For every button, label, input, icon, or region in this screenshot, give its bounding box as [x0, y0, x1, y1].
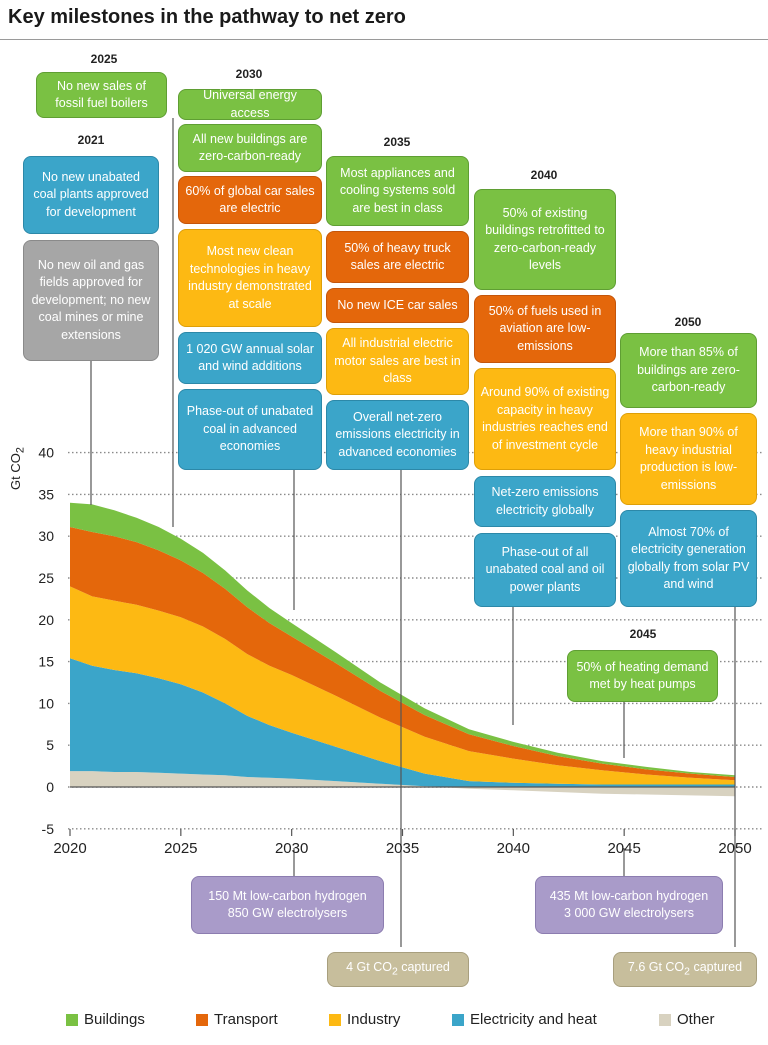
ccs-2035-text: 4 Gt CO2 captured	[346, 959, 450, 978]
year-heading-2025: 2025	[90, 52, 118, 66]
year-heading-2030: 2030	[235, 67, 263, 81]
legend-swatch-other	[659, 1013, 671, 1026]
legend-item-transport: Transport	[196, 1011, 278, 1028]
hydrogen-2050-line1: 435 Mt low-carbon hydrogen	[549, 888, 709, 903]
milestone-existing-buildings: 50% of existing buildings retrofitted to…	[474, 189, 616, 290]
ccs-2050-text: 7.6 Gt CO2 captured	[627, 959, 743, 978]
year-heading-2035: 2035	[383, 135, 411, 149]
milestone-netzero-elec-advanced: Overall net-zero emissions electricity i…	[326, 400, 469, 470]
x-tick-label-4: 2040	[497, 840, 530, 857]
y-tick-label-3: 25	[38, 570, 54, 586]
milestone-buildings-85: More than 85% of buildings are zero-carb…	[620, 333, 757, 408]
area-electricity-and-heat	[70, 658, 735, 787]
year-heading-2045: 2045	[629, 627, 657, 641]
milestone-oil-gas: No new oil and gas fields approved for d…	[23, 240, 159, 361]
area-industry	[70, 586, 735, 785]
milestone-appliances: Most appliances and cooling systems sold…	[326, 156, 469, 226]
milestone-heavy-capacity: Around 90% of existing capacity in heavy…	[474, 368, 616, 470]
x-tick-label-1: 2025	[164, 840, 197, 857]
milestone-clean-tech: Most new clean technologies in heavy ind…	[178, 229, 322, 327]
hydrogen-2030: 150 Mt low-carbon hydrogen 850 GW electr…	[191, 876, 384, 934]
milestone-aviation: 50% of fuels used in aviation are low-em…	[474, 295, 616, 363]
x-tick-label-6: 2050	[718, 840, 751, 857]
legend-item-electricity: Electricity and heat	[452, 1011, 597, 1028]
milestone-motor-sales: All industrial electric motor sales are …	[326, 328, 469, 395]
milestone-no-ice: No new ICE car sales	[326, 288, 469, 323]
y-tick-label-0: 40	[38, 445, 54, 461]
milestone-coal-plants: No new unabated coal plants approved for…	[23, 156, 159, 234]
area-buildings	[70, 502, 735, 777]
y-tick-label-9: -5	[42, 821, 55, 837]
x-tick-label-0: 2020	[53, 840, 86, 857]
hydrogen-2050-line2: 3 000 GW electrolysers	[564, 906, 694, 920]
milestone-fossil-boilers: No new sales of fossil fuel boilers	[36, 72, 167, 118]
y-tick-label-7: 5	[46, 737, 54, 753]
year-heading-2050: 2050	[674, 315, 702, 329]
legend-label-transport: Transport	[214, 1011, 278, 1028]
ccs-2035: 4 Gt CO2 captured	[327, 952, 469, 987]
x-tick-label-2: 2030	[275, 840, 308, 857]
milestone-car-sales: 60% of global car sales are electric	[178, 176, 322, 224]
milestone-heavy-90: More than 90% of heavy industrial produc…	[620, 413, 757, 505]
legend-label-industry: Industry	[347, 1011, 401, 1028]
legend-swatch-electricity	[452, 1013, 464, 1026]
chart-legend: Buildings Transport Industry Electricity…	[0, 1011, 768, 1035]
ccs-2050: 7.6 Gt CO2 captured	[613, 952, 757, 987]
area-transport	[70, 527, 735, 781]
milestone-netzero-elec-global: Net-zero emissions electricity globally	[474, 476, 616, 527]
milestone-energy-access: Universal energy access	[178, 88, 322, 120]
year-heading-2040: 2040	[530, 168, 558, 182]
x-tick-label-5: 2045	[607, 840, 640, 857]
title-divider	[0, 39, 768, 40]
legend-item-industry: Industry	[329, 1011, 400, 1028]
hydrogen-2030-line2: 850 GW electrolysers	[227, 906, 348, 920]
legend-swatch-industry	[329, 1013, 341, 1026]
y-tick-label-8: 0	[46, 779, 54, 795]
milestone-solar-70: Almost 70% of electricity generation glo…	[620, 510, 757, 607]
legend-label-other: Other	[677, 1011, 715, 1028]
y-tick-label-4: 20	[38, 612, 54, 628]
milestone-heat-pumps: 50% of heating demand met by heat pumps	[567, 650, 718, 702]
y-tick-label-2: 30	[38, 528, 54, 544]
year-heading-2021: 2021	[77, 133, 105, 147]
y-tick-label-1: 35	[38, 486, 54, 502]
legend-swatch-buildings	[66, 1013, 78, 1026]
y-tick-label-6: 10	[38, 695, 54, 711]
milestone-coal-phaseout-advanced: Phase-out of unabated coal in advanced e…	[178, 389, 322, 470]
y-axis-label: Gt CO2	[8, 447, 27, 490]
legend-label-buildings: Buildings	[84, 1011, 145, 1028]
legend-item-other: Other	[659, 1011, 715, 1028]
y-tick-label-5: 15	[38, 654, 54, 670]
milestone-heavy-truck: 50% of heavy truck sales are electric	[326, 231, 469, 283]
milestone-coal-oil-phaseout: Phase-out of all unabated coal and oil p…	[474, 533, 616, 607]
legend-label-electricity: Electricity and heat	[470, 1011, 597, 1028]
area-other	[70, 771, 735, 797]
x-tick-label-3: 2035	[386, 840, 419, 857]
legend-swatch-transport	[196, 1013, 208, 1026]
hydrogen-2030-line1: 150 Mt low-carbon hydrogen	[208, 888, 367, 903]
legend-item-buildings: Buildings	[66, 1011, 145, 1028]
hydrogen-2050: 435 Mt low-carbon hydrogen 3 000 GW elec…	[535, 876, 723, 934]
page-title: Key milestones in the pathway to net zer…	[8, 6, 406, 28]
milestone-buildings-zcr: All new buildings are zero-carbon-ready	[178, 124, 322, 172]
milestone-solar-wind: 1 020 GW annual solar and wind additions	[178, 332, 322, 384]
